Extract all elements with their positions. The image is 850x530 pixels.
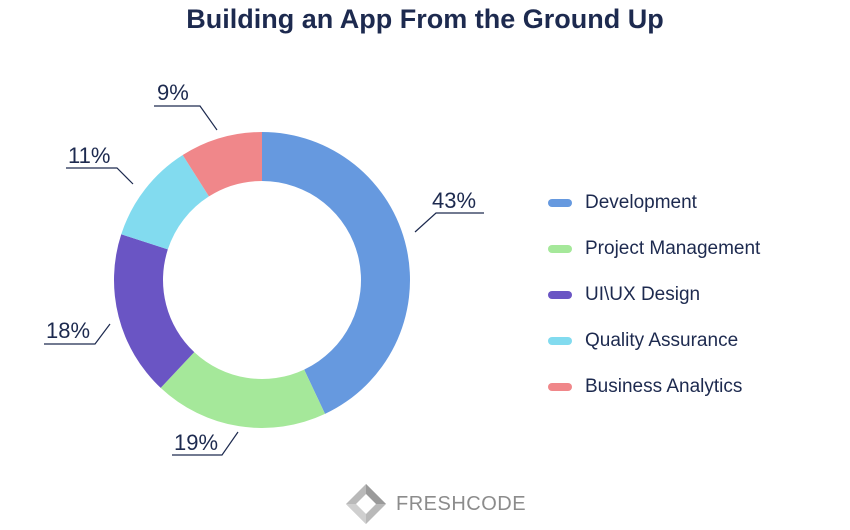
leader-line <box>154 105 218 131</box>
legend-item: Project Management <box>548 226 760 272</box>
brand-footer: FRESHCODE <box>344 480 526 528</box>
legend-label: Development <box>585 192 697 213</box>
data-label: 43% <box>432 188 476 213</box>
legend-item: Business Analytics <box>548 364 760 410</box>
legend-swatch <box>548 291 572 299</box>
chart-legend: Development Project Management UI\UX Desig… <box>548 180 760 410</box>
legend-label: Business Analytics <box>585 376 743 397</box>
legend-label: UI\UX Design <box>585 284 701 305</box>
legend-item: UI\UX Design <box>548 272 760 318</box>
data-label: 11% <box>68 143 110 168</box>
legend-label: Project Management <box>585 238 761 259</box>
legend-item: Development <box>548 180 760 226</box>
leader-line <box>172 431 239 456</box>
data-label: 9% <box>157 80 189 105</box>
slice-ui-ux-design <box>114 234 195 388</box>
brand-name: FRESHCODE <box>396 492 527 515</box>
slice-project-management <box>160 352 326 429</box>
leader-line <box>66 167 134 185</box>
legend-swatch <box>548 337 572 345</box>
slice-quality-assurance <box>121 155 209 250</box>
legend-swatch <box>548 245 572 253</box>
data-label: 18% <box>46 318 90 343</box>
legend-item: Quality Assurance <box>548 318 760 364</box>
data-label: 19% <box>174 430 218 455</box>
leader-line <box>44 323 111 345</box>
chart-title: Building an App From the Ground Up <box>186 4 664 34</box>
slice-development <box>262 132 411 414</box>
legend-label: Quality Assurance <box>585 330 739 351</box>
slice-business-analytics <box>182 132 262 197</box>
legend-swatch <box>548 199 572 207</box>
legend-swatch <box>548 383 572 391</box>
leader-line <box>414 212 484 233</box>
diamond-logo-icon <box>346 484 386 524</box>
